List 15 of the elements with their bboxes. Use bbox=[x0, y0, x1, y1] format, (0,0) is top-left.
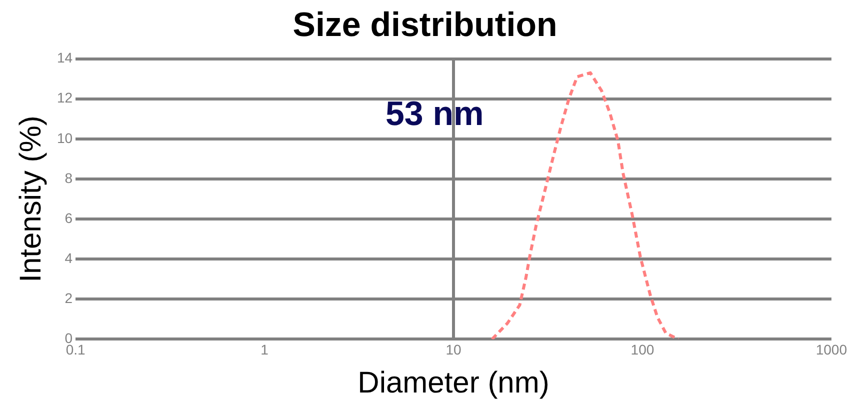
y-tick-label: 12 bbox=[56, 90, 73, 106]
x-tick-label: 100 bbox=[630, 341, 654, 358]
y-axis-title: Intensity (%) bbox=[14, 116, 48, 282]
y-tick-label: 6 bbox=[64, 210, 73, 226]
x-tick-label: 1 bbox=[260, 341, 269, 358]
x-tick-label: 1000 bbox=[816, 341, 848, 358]
x-tick-label: 10 bbox=[446, 341, 462, 358]
y-tick-label: 8 bbox=[64, 170, 73, 186]
annotation: 53 nm bbox=[385, 95, 484, 134]
x-axis-title: Diameter (nm) bbox=[358, 366, 550, 400]
y-tick-label: 4 bbox=[64, 250, 73, 266]
y-tick-label: 2 bbox=[64, 290, 73, 306]
y-tick-label: 14 bbox=[56, 50, 73, 66]
chart-title: Size distribution bbox=[292, 6, 558, 44]
y-tick-label: 10 bbox=[56, 130, 73, 146]
